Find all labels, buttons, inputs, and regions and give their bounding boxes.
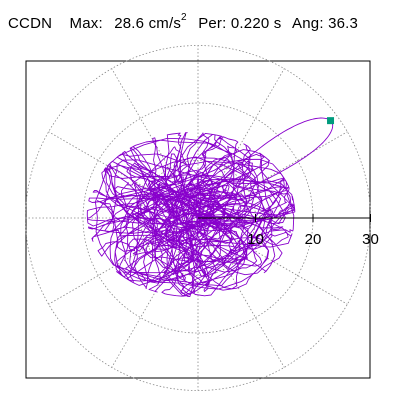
ang-label: Ang: [292, 15, 324, 32]
max-label: Max: [69, 15, 103, 32]
chart-header: CCDN Max: 28.6 cm/s2 Per: 0.220 s Ang: 3… [8, 12, 359, 44]
radial-axis: 10 20 30 [198, 214, 379, 248]
per-label: Per: [198, 15, 227, 32]
max-unit: cm/s [148, 15, 182, 32]
per-unit: s [273, 15, 282, 32]
max-value: 28.6 [114, 15, 145, 32]
max-unit-exponent: 2 [181, 12, 187, 23]
max-point-marker [327, 117, 335, 125]
trace-line [86, 117, 334, 297]
radial-tick-label-10: 10 [247, 231, 264, 248]
radial-tick-label-20: 20 [305, 231, 322, 248]
max-marker [327, 117, 335, 125]
per-value: 0.220 [230, 15, 270, 32]
grid-spoke-150 [48, 131, 199, 219]
orbit-trace [86, 117, 334, 297]
station-code: CCDN [8, 15, 53, 32]
radial-tick-label-30: 30 [362, 231, 379, 248]
ang-value: 36.3 [328, 15, 359, 32]
grid-spoke-240 [111, 217, 199, 368]
